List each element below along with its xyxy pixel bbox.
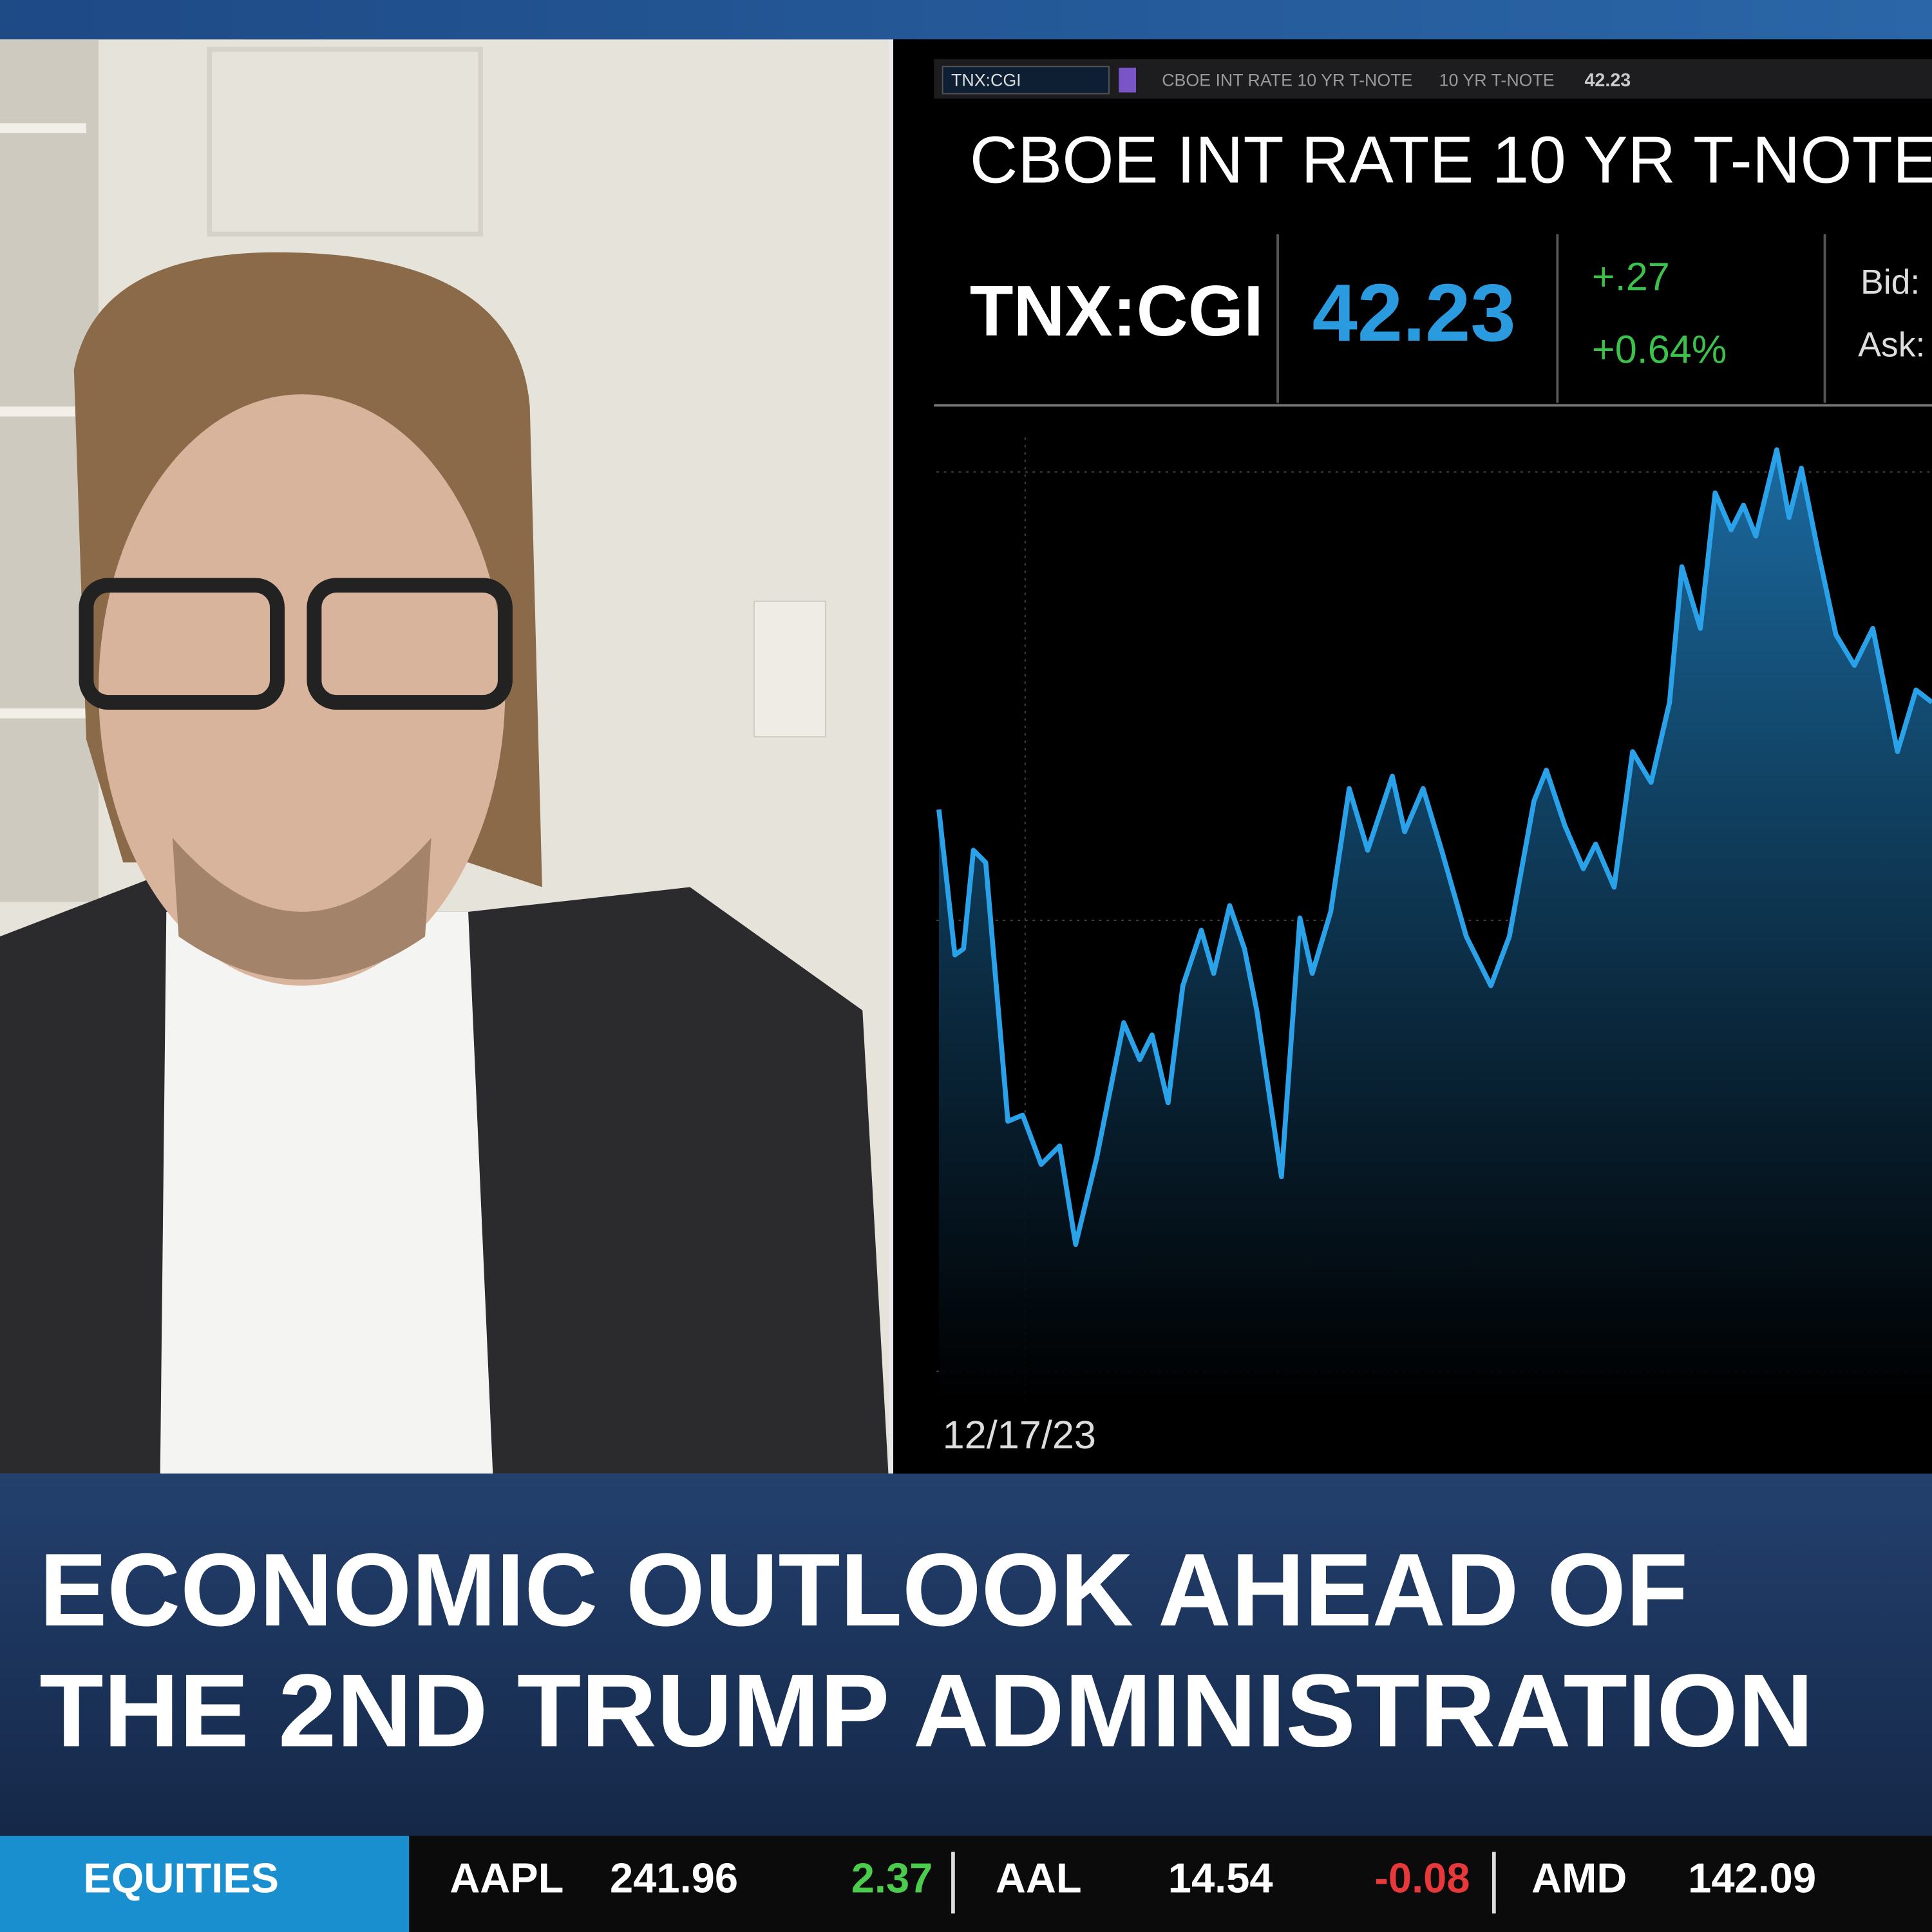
shelf-board	[0, 406, 86, 417]
wall-panel	[207, 46, 483, 237]
bid-label: Bid:	[1861, 263, 1920, 301]
quote-last: 42.23	[1312, 267, 1516, 358]
ticker-price: 14.54	[1168, 1855, 1273, 1902]
divider	[888, 39, 894, 1474]
ticker-price: 241.96	[610, 1855, 738, 1902]
headline-line: THE 2ND TRUMP ADMINISTRATION	[39, 1653, 1814, 1768]
beard	[172, 838, 431, 980]
quote-title: CBOE INT RATE 10 YR T-NOTE	[970, 122, 1932, 197]
glasses	[79, 578, 285, 710]
chart-start-date: 12/17/23	[943, 1413, 1096, 1457]
price-chart: 12/17/23	[936, 437, 1932, 1457]
toolbar-symbol: TNX:CGI	[951, 70, 1021, 90]
video-feed	[0, 39, 889, 1474]
ticker-symbol: AMD	[1531, 1855, 1627, 1902]
top-bar	[0, 0, 1932, 40]
toolbar-short-name: 10 YR T-NOTE	[1439, 70, 1555, 90]
toolbar-description: CBOE INT RATE 10 YR T-NOTE	[1162, 70, 1412, 90]
shelf-board	[0, 123, 86, 133]
ticker-separator	[1492, 1852, 1496, 1914]
toolbar-last: 42.23	[1584, 70, 1631, 91]
ticker-separator	[951, 1852, 955, 1914]
shelf-board	[0, 708, 86, 719]
ticker-symbol: AAL	[996, 1855, 1082, 1902]
lower-third	[0, 1473, 1932, 1836]
quote-symbol: TNX:CGI	[970, 271, 1264, 351]
toolbar-icon	[1119, 68, 1137, 93]
light-switch	[753, 600, 826, 738]
ticker-price: 142.09	[1688, 1855, 1816, 1902]
ticker-change: 2.37	[851, 1855, 933, 1902]
face	[99, 394, 506, 986]
headline-line: ECONOMIC OUTLOOK AHEAD OF	[39, 1533, 1688, 1648]
symbol-box	[942, 66, 1110, 95]
quote-change-pct: +0.64%	[1592, 327, 1727, 371]
shirt	[160, 911, 493, 1474]
quote-change: +.27	[1592, 254, 1670, 298]
ask-label: Ask:	[1858, 327, 1925, 365]
ticker-change: -0.08	[1374, 1855, 1470, 1902]
ticker-symbol: AAPL	[450, 1855, 564, 1902]
glasses	[307, 578, 513, 710]
ticker-category: EQUITIES	[83, 1855, 279, 1902]
price-area	[938, 450, 1932, 1401]
price-line	[936, 447, 1932, 1247]
ticker-category-box	[0, 1835, 410, 1932]
